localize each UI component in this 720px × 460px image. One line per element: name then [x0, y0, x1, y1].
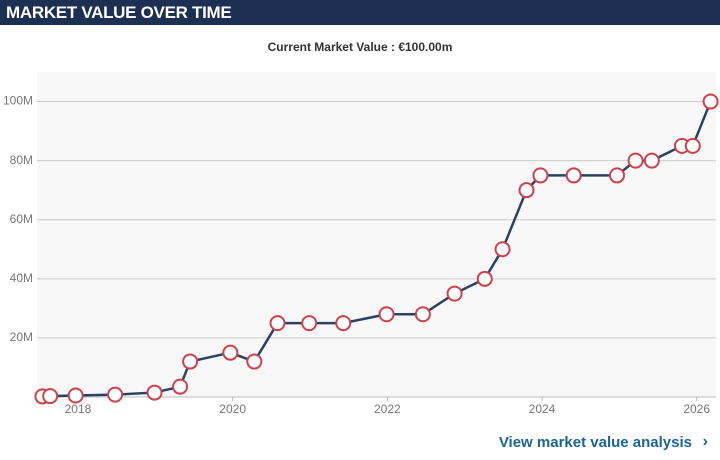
point-marker [494, 241, 511, 258]
point-marker [627, 152, 644, 169]
chart: Current Market Value : €100.00m 20M 40M 60… [3, 40, 719, 416]
point-marker [609, 167, 626, 184]
point-marker [684, 137, 701, 154]
x-tick-label: 2022 [374, 402, 401, 416]
point-marker [518, 182, 535, 199]
point-marker [414, 306, 431, 323]
chevron[interactable]: › [702, 433, 708, 450]
point-marker [446, 285, 463, 302]
x-tick-label: 2020 [219, 402, 246, 416]
x-tick-label: 2018 [65, 402, 92, 416]
point-marker [222, 344, 239, 361]
point-marker [476, 270, 493, 287]
point-marker [172, 378, 189, 395]
analysis-link[interactable]: View market value analysis [498, 434, 692, 451]
point-marker [269, 315, 286, 332]
point-marker [532, 167, 549, 184]
point-marker [335, 315, 352, 332]
point-marker [146, 384, 163, 401]
point-marker [378, 306, 395, 323]
point-marker [301, 315, 318, 332]
y-tick-label: 100M [3, 94, 33, 108]
point-marker [42, 388, 59, 405]
point-marker [702, 93, 719, 110]
plot-area [37, 72, 716, 397]
point-marker [246, 353, 263, 370]
point-marker [182, 353, 199, 370]
point-marker [67, 387, 84, 404]
point-marker [565, 167, 582, 184]
x-tick-label: 2026 [683, 402, 710, 416]
y-tick-label: 40M [10, 271, 33, 285]
point-marker [643, 152, 660, 169]
header-title: MARKET VALUE OVER TIME [0, 0, 720, 25]
point-marker [107, 386, 124, 403]
y-tick-label: 20M [10, 330, 33, 344]
chart-subtitle: Current Market Value : €100.00m [268, 40, 453, 54]
y-tick-label: 60M [10, 212, 33, 226]
x-tick-label: 2024 [529, 402, 556, 416]
y-tick-label: 80M [10, 153, 33, 167]
